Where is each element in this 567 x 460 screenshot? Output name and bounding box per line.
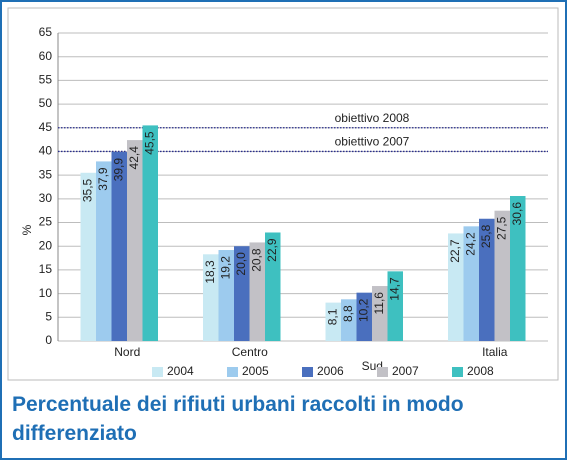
bar bbox=[479, 218, 495, 341]
y-tick-label: 20 bbox=[39, 238, 53, 252]
bar bbox=[265, 232, 281, 341]
legend-label: 2008 bbox=[467, 364, 494, 378]
chart-title: Percentuale dei rifiuti urbani raccolti … bbox=[12, 393, 464, 445]
y-axis-label: % bbox=[20, 224, 34, 235]
value-label: 30,6 bbox=[510, 202, 524, 226]
y-tick-label: 30 bbox=[39, 191, 53, 205]
y-tick-label: 15 bbox=[39, 262, 53, 276]
x-tick-label: Italia bbox=[482, 345, 508, 359]
value-label: 10,2 bbox=[356, 298, 370, 322]
value-label: 11,6 bbox=[372, 292, 386, 315]
bar bbox=[96, 161, 112, 341]
bar bbox=[325, 302, 341, 341]
value-label: 22,9 bbox=[265, 238, 279, 262]
y-tick-label: 5 bbox=[45, 309, 52, 323]
bar bbox=[142, 125, 158, 342]
reference-label: obiettivo 2007 bbox=[335, 135, 410, 149]
y-tick-label: 25 bbox=[39, 215, 53, 229]
value-label: 39,9 bbox=[111, 158, 125, 182]
bar bbox=[356, 292, 372, 341]
value-label: 24,2 bbox=[463, 232, 477, 256]
legend-label: 2006 bbox=[317, 364, 344, 378]
legend-label: 2005 bbox=[242, 364, 269, 378]
bar bbox=[127, 140, 143, 341]
legend-swatch bbox=[152, 367, 163, 377]
value-label: 35,5 bbox=[80, 178, 94, 202]
value-label: 45,5 bbox=[142, 131, 156, 155]
bar bbox=[510, 196, 526, 341]
value-label: 22,7 bbox=[448, 239, 462, 263]
value-label: 20,8 bbox=[249, 248, 263, 272]
value-label: 20,0 bbox=[234, 252, 248, 276]
value-label: 27,5 bbox=[494, 216, 508, 240]
bar bbox=[80, 172, 96, 341]
bar bbox=[218, 250, 234, 341]
y-tick-label: 35 bbox=[39, 167, 53, 181]
legend-label: 2007 bbox=[392, 364, 419, 378]
chart: % 0 5 10 15 20 25 30 35 40 45 50 55 60 65 obiettivo 20… bbox=[7, 7, 559, 381]
y-tick-label: 0 bbox=[45, 333, 52, 347]
y-tick-label: 50 bbox=[39, 96, 53, 110]
value-label: 14,7 bbox=[387, 277, 401, 301]
legend-swatch bbox=[377, 367, 388, 377]
x-tick-label: Nord bbox=[114, 345, 140, 359]
bar bbox=[341, 299, 357, 341]
value-label: 37,9 bbox=[96, 167, 110, 191]
bar bbox=[203, 254, 219, 341]
bar bbox=[448, 233, 464, 341]
legend-swatch bbox=[227, 367, 238, 377]
bar bbox=[463, 226, 479, 341]
x-tick-label: Centro bbox=[232, 345, 268, 359]
bar bbox=[494, 210, 510, 341]
value-label: 8,1 bbox=[325, 308, 339, 325]
value-label: 18,3 bbox=[203, 260, 217, 284]
y-tick-label: 65 bbox=[39, 25, 53, 39]
bar bbox=[249, 242, 265, 341]
bar bbox=[234, 246, 250, 341]
bar bbox=[372, 286, 388, 341]
bar bbox=[111, 151, 127, 341]
value-label: 8,8 bbox=[341, 305, 355, 322]
y-tick-label: 40 bbox=[39, 144, 53, 158]
y-tick-label: 45 bbox=[39, 120, 53, 134]
y-tick-label: 60 bbox=[39, 49, 53, 63]
y-tick-label: 10 bbox=[39, 286, 53, 300]
bar bbox=[387, 271, 403, 341]
reference-label: obiettivo 2008 bbox=[335, 111, 410, 125]
legend-label: 2004 bbox=[167, 364, 194, 378]
legend-swatch bbox=[452, 367, 463, 377]
value-label: 42,4 bbox=[127, 146, 141, 170]
value-label: 19,2 bbox=[218, 256, 232, 280]
value-label: 25,8 bbox=[479, 224, 493, 248]
legend-swatch bbox=[302, 367, 313, 377]
y-tick-label: 55 bbox=[39, 73, 53, 87]
